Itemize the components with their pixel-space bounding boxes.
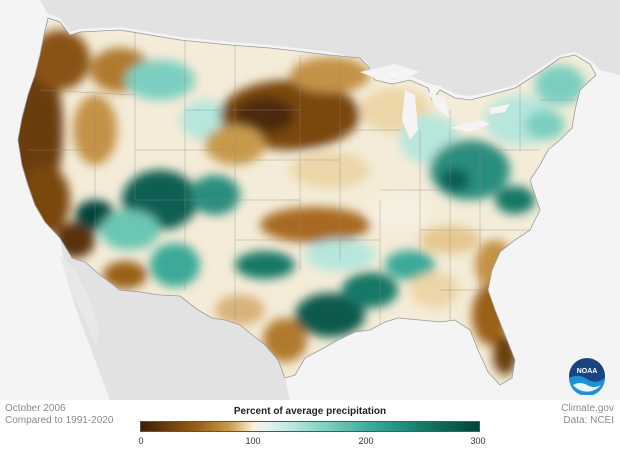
- canada-land: [0, 0, 620, 96]
- legend-tick-300: 300: [470, 436, 486, 446]
- source-label: Climate.gov: [561, 403, 614, 414]
- noaa-logo: NOAA: [569, 358, 605, 395]
- legend-colorbar: [140, 421, 480, 432]
- legend-tick-200: 200: [358, 436, 374, 446]
- legend-title: Percent of average precipitation: [233, 406, 387, 417]
- legend-tick-100: 100: [245, 436, 261, 446]
- state-boundaries: [28, 30, 575, 330]
- baja-land: [60, 255, 100, 345]
- date-label: October 2006: [5, 403, 66, 414]
- mexico-land: [60, 238, 290, 400]
- baseline-label: Compared to 1991-2020: [5, 415, 114, 426]
- data-credit-label: Data: NCEI: [563, 415, 614, 426]
- noaa-logo-text: NOAA: [577, 368, 598, 375]
- precipitation-map: [0, 0, 620, 400]
- great-lakes: [360, 64, 510, 140]
- legend-tick-0: 0: [138, 436, 144, 446]
- footer: October 2006 Compared to 1991-2020 Perce…: [0, 400, 620, 450]
